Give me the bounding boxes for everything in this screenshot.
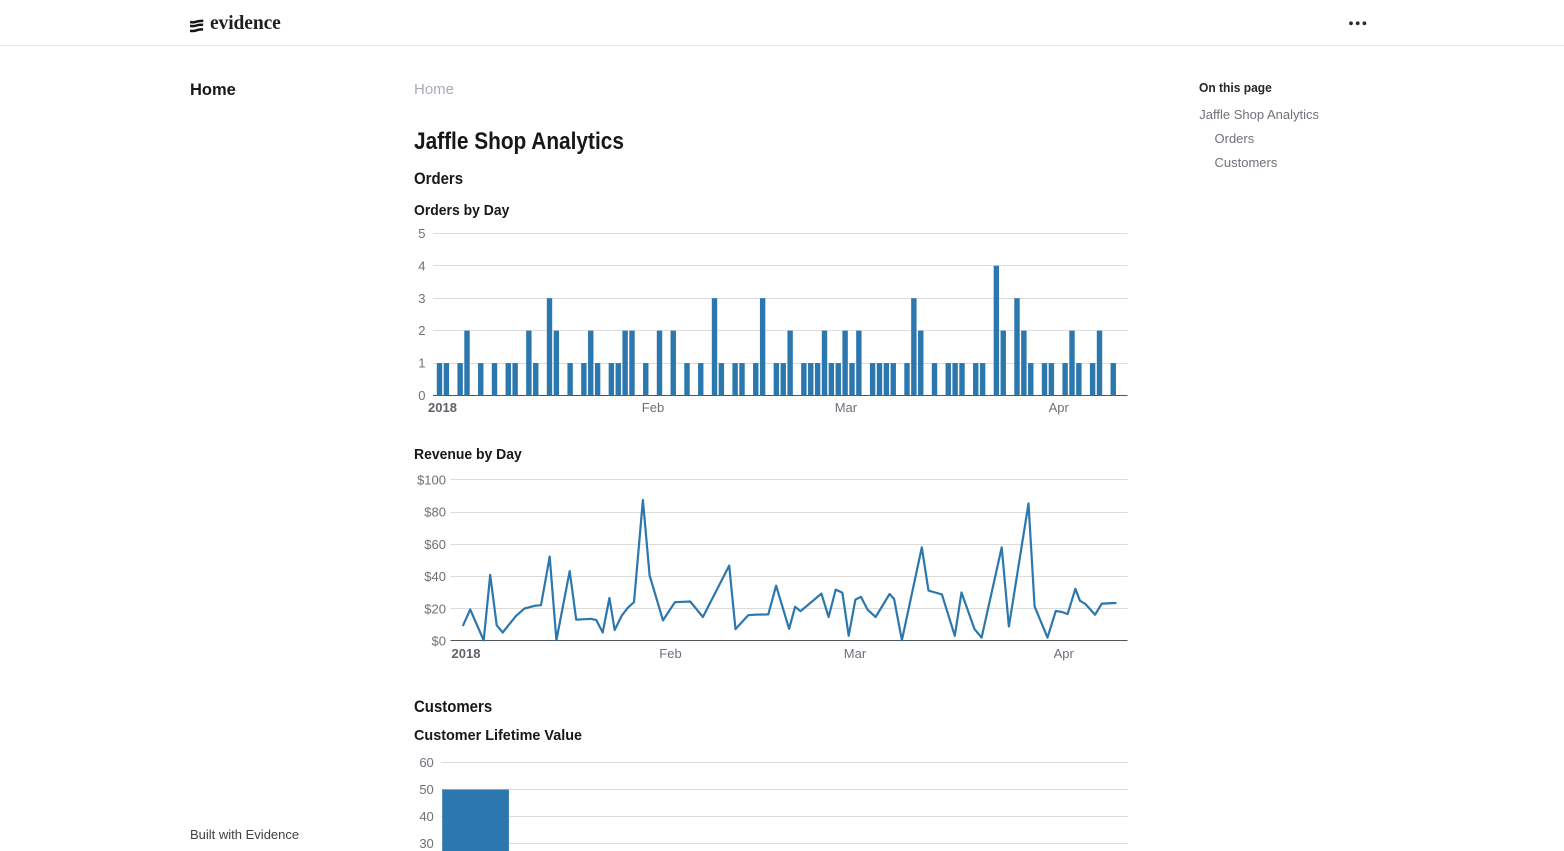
svg-text:Mar: Mar: [835, 400, 858, 415]
svg-text:5: 5: [418, 226, 425, 241]
svg-text:Feb: Feb: [642, 400, 664, 415]
svg-text:Mar: Mar: [844, 646, 867, 661]
svg-text:50: 50: [419, 782, 433, 797]
svg-text:4: 4: [418, 258, 425, 273]
svg-text:Feb: Feb: [659, 646, 681, 661]
svg-text:$0: $0: [432, 634, 446, 649]
svg-text:1: 1: [418, 356, 425, 371]
svg-text:3: 3: [418, 291, 425, 306]
svg-text:$100: $100: [417, 473, 446, 488]
svg-text:Apr: Apr: [1054, 646, 1075, 661]
svg-text:60: 60: [419, 755, 433, 770]
svg-text:30: 30: [419, 836, 433, 851]
svg-text:Apr: Apr: [1049, 400, 1070, 415]
svg-text:40: 40: [419, 809, 433, 824]
svg-text:0: 0: [418, 388, 425, 403]
svg-text:$80: $80: [424, 505, 446, 520]
svg-text:2: 2: [418, 323, 425, 338]
svg-text:$40: $40: [424, 569, 446, 584]
svg-text:2018: 2018: [452, 646, 481, 661]
svg-text:$20: $20: [424, 601, 446, 616]
svg-text:2018: 2018: [428, 400, 457, 415]
svg-text:$60: $60: [424, 537, 446, 552]
